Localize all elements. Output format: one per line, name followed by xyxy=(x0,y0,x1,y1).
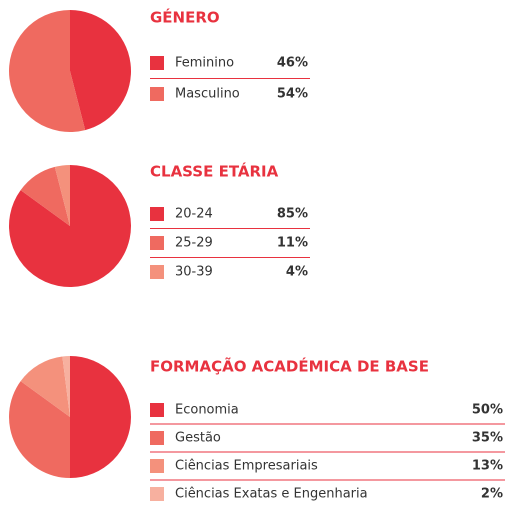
value-label: 85% xyxy=(277,207,308,222)
value-label: 2% xyxy=(481,487,503,502)
chart-title: GÉNERO xyxy=(150,8,220,27)
legend-label: 20-24 xyxy=(175,207,213,222)
legend-label: Ciências Exatas e Engenharia xyxy=(175,487,368,502)
legend-swatch xyxy=(150,236,164,250)
chart-title: CLASSE ETÁRIA xyxy=(150,162,279,181)
pie-slice xyxy=(9,381,71,478)
legend-swatch xyxy=(150,87,164,101)
value-label: 54% xyxy=(277,87,308,102)
legend-label: 25-29 xyxy=(175,236,213,251)
value-label: 13% xyxy=(472,459,503,474)
legend-label: Feminino xyxy=(175,56,234,71)
legend-label: Masculino xyxy=(175,87,240,102)
value-label: 50% xyxy=(472,403,503,418)
legend-label: 30-39 xyxy=(175,265,213,280)
pie-slice xyxy=(8,10,86,133)
legend-swatch xyxy=(150,459,164,473)
legend-swatch xyxy=(150,431,164,445)
value-label: 35% xyxy=(472,431,503,446)
pie-slice xyxy=(20,166,70,226)
legend-swatch xyxy=(150,487,164,501)
pie-slice xyxy=(20,356,70,417)
legend-label: Economia xyxy=(175,403,239,418)
pie-slice xyxy=(70,356,131,478)
legend-label: Ciências Empresariais xyxy=(175,459,318,474)
pie-slice xyxy=(62,356,70,417)
value-label: 4% xyxy=(286,265,308,280)
chart-title: FORMAÇÃO ACADÉMICA DE BASE xyxy=(150,357,429,376)
value-label: 11% xyxy=(277,236,308,251)
value-label: 46% xyxy=(277,56,308,71)
pie-slice xyxy=(54,165,70,226)
legend-swatch xyxy=(150,207,164,221)
legend-swatch xyxy=(150,403,164,417)
legend-swatch xyxy=(150,56,164,70)
legend-swatch xyxy=(150,265,164,279)
pie-slice xyxy=(8,165,131,287)
legend-label: Gestão xyxy=(175,431,221,446)
pie-slice xyxy=(70,10,131,131)
